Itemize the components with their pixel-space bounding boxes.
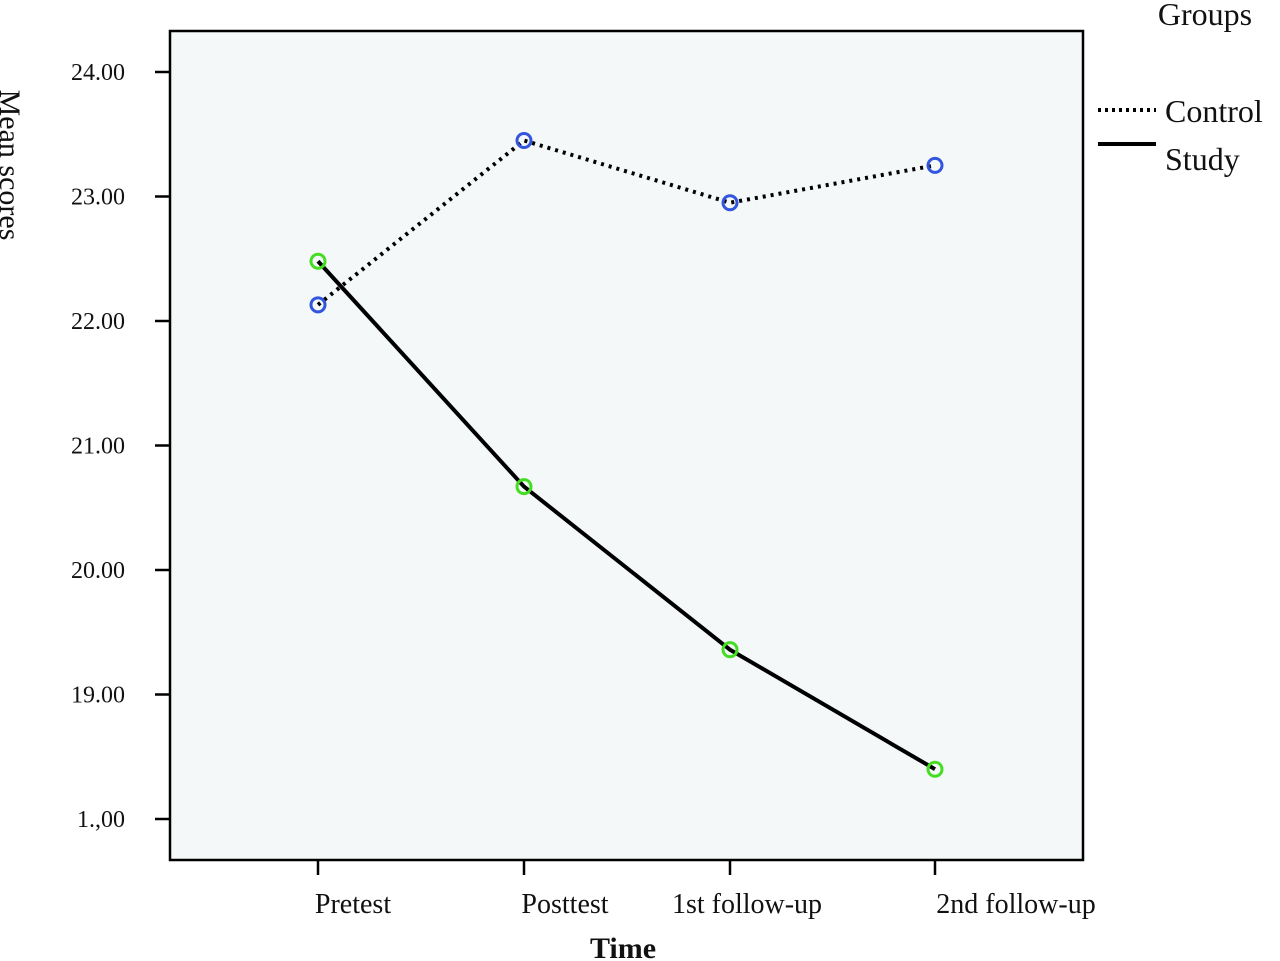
y-tick-label: 1.,00 xyxy=(77,807,125,833)
legend-entry-study: Study xyxy=(1165,141,1240,177)
x-tick-label: 2nd follow-up xyxy=(936,889,1095,920)
series-line-study xyxy=(316,259,937,771)
y-tick-label: 20.00 xyxy=(71,558,125,584)
series-layer xyxy=(309,131,944,778)
data-point-study xyxy=(515,478,533,496)
data-point-study xyxy=(721,641,739,659)
y-tick-label: 23.00 xyxy=(71,185,125,211)
y-tick-label: 22.00 xyxy=(71,309,125,335)
y-tick-label: 19.00 xyxy=(71,683,125,709)
y-axis: 1.,00 19.00 20.00 21.00 22.00 23.00 24.00 xyxy=(71,60,170,833)
data-point-study xyxy=(926,760,944,778)
x-tick-label: Pretest xyxy=(315,889,391,920)
legend: Groups Control Study xyxy=(1098,0,1263,177)
y-tick-label: 24.00 xyxy=(71,60,125,86)
data-point-control xyxy=(721,194,739,212)
data-point-control xyxy=(926,156,944,174)
data-point-control xyxy=(309,296,327,314)
x-axis: Pretest Posttest 1st follow-up 2nd follow-u… xyxy=(315,860,1096,920)
legend-title: Groups xyxy=(1158,0,1252,32)
plot-area xyxy=(168,29,1085,862)
y-tick-label: 21.00 xyxy=(71,434,125,460)
x-axis-label: Time xyxy=(590,932,656,961)
data-point-study xyxy=(309,252,327,270)
data-point-control xyxy=(515,131,533,149)
x-tick-label: 1st follow-up xyxy=(672,889,822,920)
legend-entry-control: Control xyxy=(1165,93,1263,129)
y-axis-label: Mean scores xyxy=(0,90,26,241)
x-tick-label: Posttest xyxy=(521,889,608,920)
